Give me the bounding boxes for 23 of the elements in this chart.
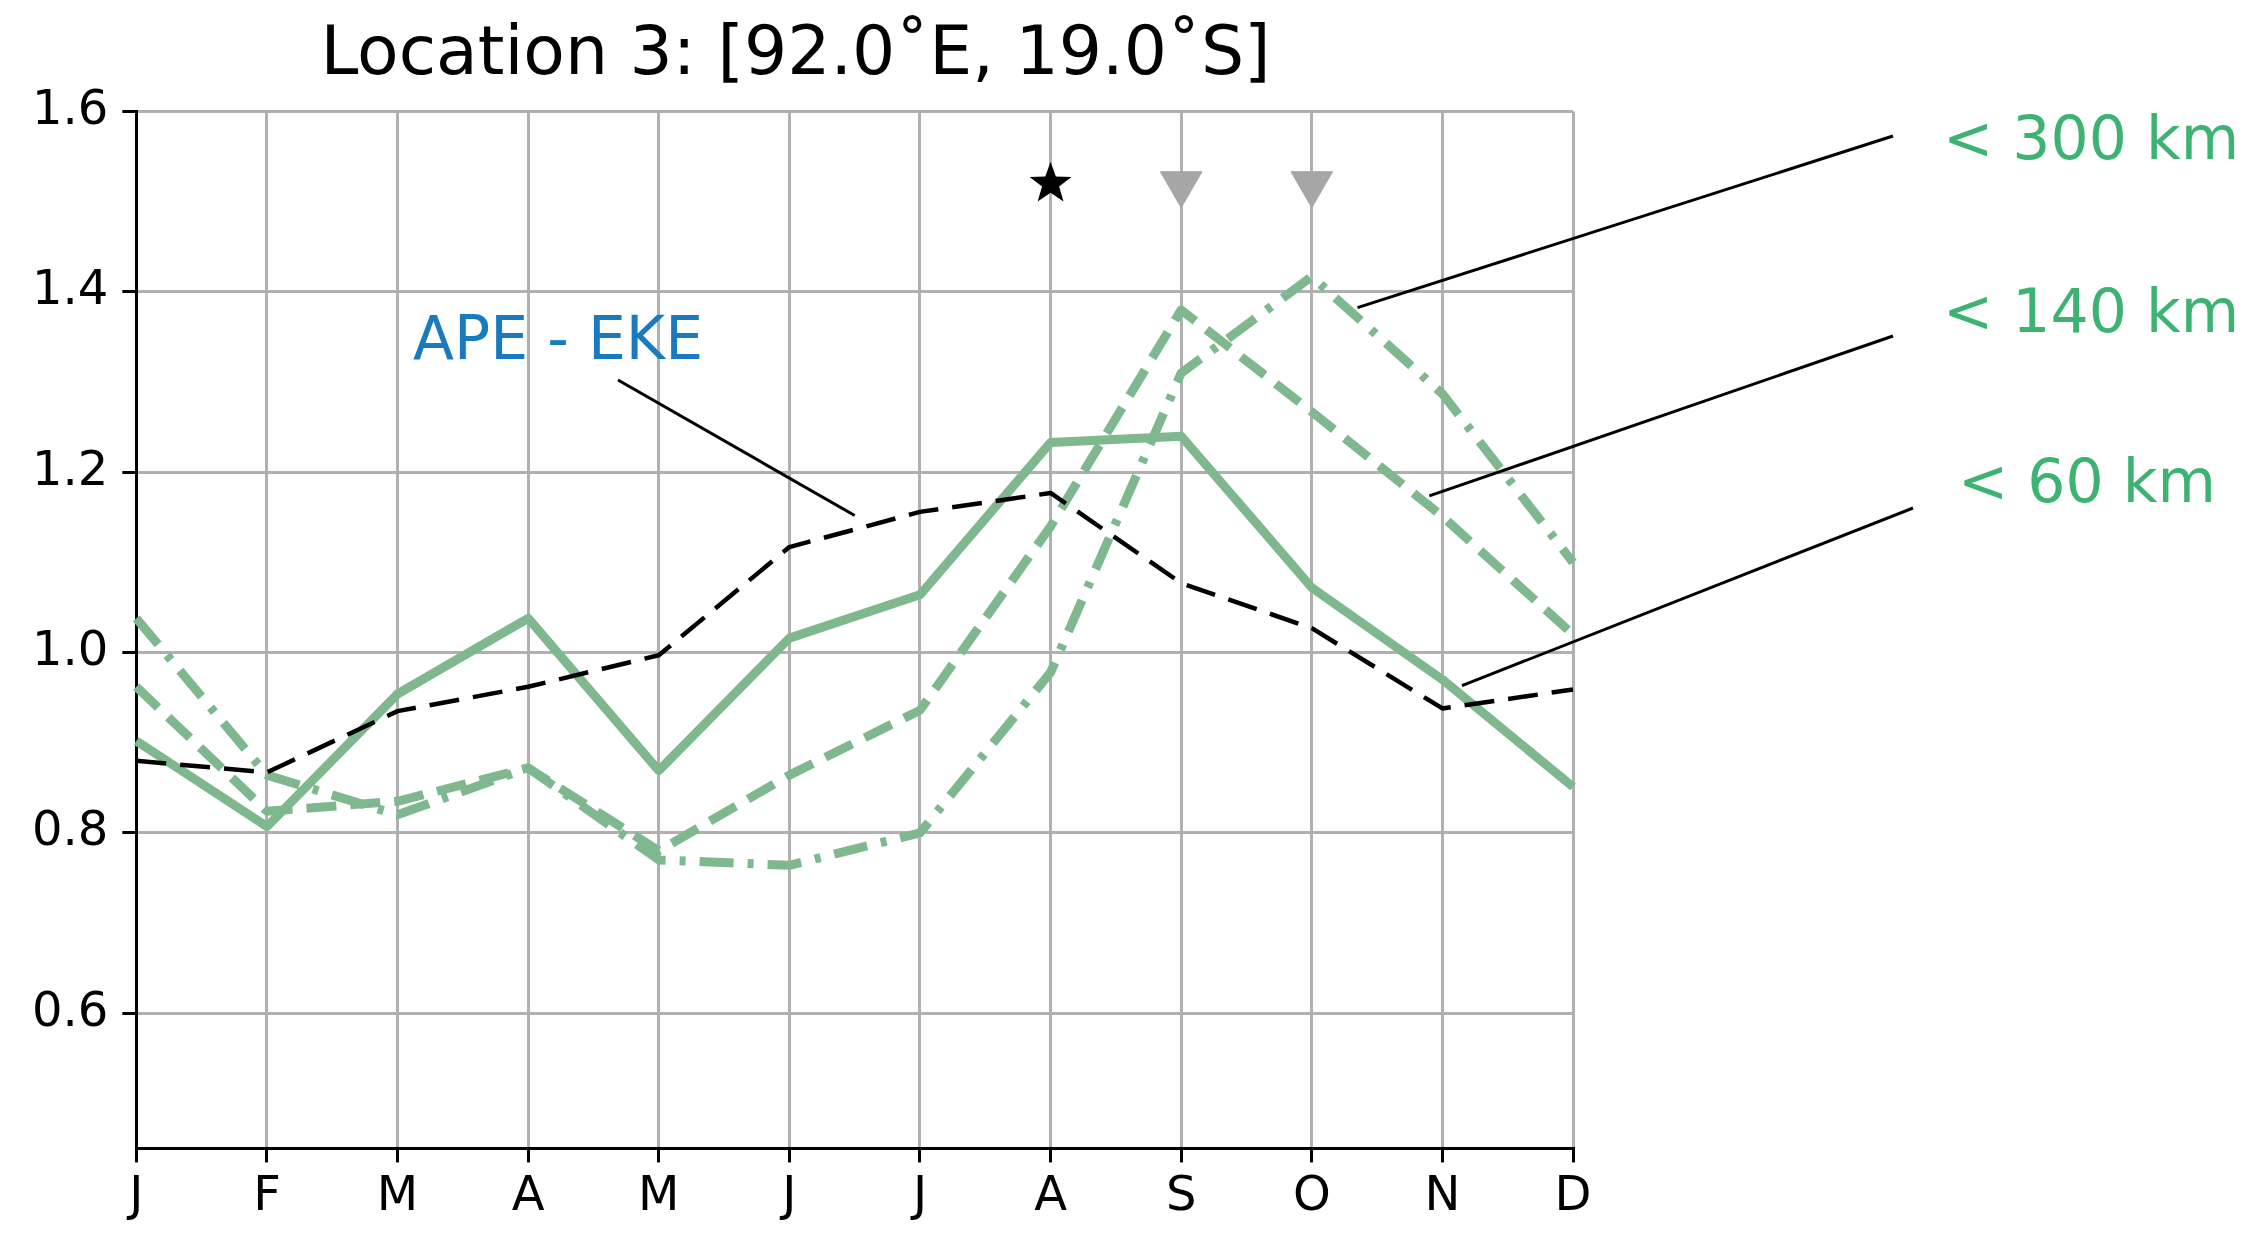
y-tick-label: 1.0	[31, 620, 109, 677]
text: < 60 km	[1958, 445, 2216, 516]
y-tick-label: 0.8	[31, 800, 109, 857]
y-tick-label: 1.2	[31, 439, 109, 496]
y-tick-label: 1.4	[31, 259, 109, 316]
x-tick-label: A	[1034, 1164, 1068, 1221]
x-tick-label: J	[779, 1164, 797, 1221]
x-tick-label: O	[1292, 1164, 1331, 1221]
x-tick-label: M	[638, 1164, 680, 1221]
x-tick-label: J	[909, 1164, 928, 1221]
x-tick-label: S	[1165, 1164, 1197, 1221]
y-tick-label: 0.6	[31, 980, 109, 1037]
chart-title: Location 3: [92.0˚E, 19.0˚S]	[320, 11, 1271, 91]
x-tick-label: F	[253, 1164, 281, 1221]
text: < 300 km	[1943, 102, 2240, 173]
x-tick-label: A	[511, 1164, 545, 1221]
x-tick-label: M	[376, 1164, 419, 1221]
x-tick-label: J	[126, 1164, 144, 1221]
x-tick-label: N	[1424, 1164, 1461, 1221]
text: < 140 km	[1943, 275, 2240, 346]
y-tick-label: 1.6	[31, 79, 109, 136]
text: APE - EKE	[413, 302, 704, 373]
x-tick-label: D	[1554, 1164, 1592, 1221]
